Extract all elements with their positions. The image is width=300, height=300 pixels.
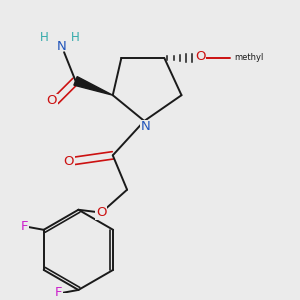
Text: methyl: methyl xyxy=(235,53,264,62)
Text: O: O xyxy=(96,206,106,219)
Text: O: O xyxy=(46,94,57,107)
Text: H: H xyxy=(71,32,80,44)
Polygon shape xyxy=(74,76,113,95)
Text: F: F xyxy=(20,220,28,233)
Text: H: H xyxy=(40,32,48,44)
Text: N: N xyxy=(141,120,151,133)
Text: O: O xyxy=(64,154,74,168)
Text: N: N xyxy=(56,40,66,53)
Text: F: F xyxy=(55,286,63,299)
Text: O: O xyxy=(195,50,206,63)
